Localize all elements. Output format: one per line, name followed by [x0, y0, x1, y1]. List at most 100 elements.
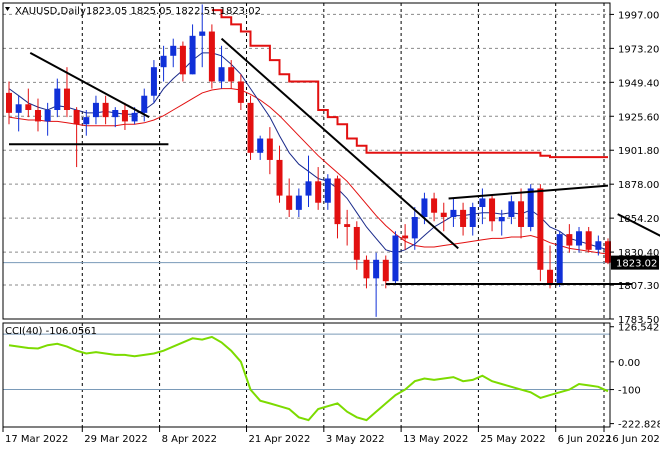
y-tick-label: 1830.40	[618, 248, 659, 259]
y-tick-label: 1807.30	[618, 281, 659, 292]
candle-body	[605, 241, 611, 263]
candle-body	[92, 102, 99, 118]
cci-tick-label: -222.8285	[618, 420, 660, 431]
candle-body	[440, 212, 447, 217]
candle-body	[411, 216, 418, 239]
candle-body	[199, 31, 206, 36]
candle-body	[566, 234, 573, 246]
current-price-box	[611, 255, 659, 270]
cci-title: CCI(40) -106.0561	[5, 326, 97, 337]
candle-body	[373, 259, 380, 279]
price-panel-frame	[2, 2, 611, 320]
candle-body	[44, 109, 51, 122]
ohlc-readout: 1823.05 1825.05 1822.51 1823.02	[86, 6, 261, 17]
y-tick-label: 1854.20	[618, 214, 659, 225]
candle-body	[73, 109, 80, 125]
chart-title: XAUUSD,Daily	[15, 6, 86, 17]
candle-body	[498, 216, 505, 222]
candle-body	[508, 201, 515, 217]
candle-body	[547, 269, 554, 285]
cci-line	[8, 335, 609, 422]
candle-body	[25, 104, 32, 110]
candle-body	[421, 198, 428, 217]
candle-body	[170, 45, 177, 56]
cci-panel-frame	[2, 322, 611, 428]
candle-body	[469, 207, 476, 227]
x-tick-label: 21 Apr 2022	[249, 434, 311, 445]
cci-plot	[3, 333, 610, 422]
cci-tick-label: 126.5427	[618, 323, 660, 334]
candle-body	[479, 198, 486, 208]
candle-body	[353, 226, 360, 260]
senkou-line	[211, 9, 608, 159]
x-tick-label: 6 Jun 2022	[558, 434, 612, 445]
candle-body	[228, 67, 235, 82]
x-tick-label: 8 Apr 2022	[162, 434, 217, 445]
candle-body	[83, 117, 90, 125]
candle-body	[121, 109, 128, 122]
candle-body	[576, 231, 583, 246]
candle-body	[286, 195, 293, 210]
candle-body	[585, 231, 592, 250]
y-tick-label: 1901.80	[618, 146, 659, 157]
trend-line	[29, 52, 150, 119]
cloud-line	[211, 9, 608, 159]
ma-slow-line	[8, 88, 609, 255]
y-tick-label: 1783.50	[618, 315, 659, 326]
x-tick-label: 25 May 2022	[480, 434, 545, 445]
candle-body	[131, 112, 138, 122]
candle-body	[63, 88, 70, 110]
x-tick-label: 17 Mar 2022	[5, 434, 68, 445]
y-tick-label: 1878.00	[618, 180, 659, 191]
trend-lines	[9, 37, 660, 286]
candle-body	[112, 109, 119, 118]
candle-body	[150, 67, 157, 96]
candle-body	[382, 259, 389, 282]
candle-body	[556, 234, 563, 285]
x-tick-label: 16 Jun 2022	[606, 434, 660, 445]
x-tick-label: 29 Mar 2022	[84, 434, 147, 445]
candle-body	[460, 209, 467, 227]
candle-body	[6, 92, 12, 113]
candle-body	[34, 109, 41, 122]
candle-body	[208, 31, 215, 82]
candle-body	[315, 181, 322, 203]
y-tick-label: 1949.40	[618, 78, 659, 89]
candle-body	[54, 88, 61, 110]
candle-body	[402, 235, 409, 239]
y-tick-label: 1925.60	[618, 112, 659, 123]
axes: 1997.00 1973.20 1949.40 1925.60 1901.80 1878.…	[2, 10, 660, 445]
collapse-arrow-icon	[5, 7, 10, 11]
candlesticks	[6, 4, 611, 317]
candle-body	[189, 35, 196, 75]
candle-body	[257, 138, 264, 153]
candle-body	[276, 159, 283, 196]
candle-body	[431, 198, 438, 213]
candle-body	[15, 104, 22, 113]
candle-body	[266, 138, 273, 160]
current-price-label: 1823.02	[616, 259, 657, 270]
trend-line	[617, 213, 660, 237]
candle-body	[218, 67, 225, 82]
y-tick-label: 1973.20	[618, 44, 659, 55]
candle-body	[537, 188, 544, 270]
candle-body	[489, 198, 496, 222]
candle-body	[334, 178, 341, 225]
candle-body	[179, 45, 186, 75]
candle-body	[324, 178, 331, 203]
y-tick-label: 1997.00	[618, 10, 659, 21]
cci-tick-label: -100	[618, 386, 641, 397]
candle-body	[295, 195, 302, 210]
candle-body	[141, 95, 148, 113]
frames	[2, 2, 611, 428]
x-tick-label: 13 May 2022	[403, 434, 468, 445]
candle-body	[363, 259, 370, 279]
candle-body	[247, 102, 254, 153]
cci-tick-label: 0.00	[618, 358, 640, 369]
candle-body	[392, 235, 399, 282]
candle-body	[518, 201, 525, 227]
trend-line	[448, 184, 609, 200]
candle-body	[344, 224, 351, 227]
candle-body	[305, 181, 312, 196]
